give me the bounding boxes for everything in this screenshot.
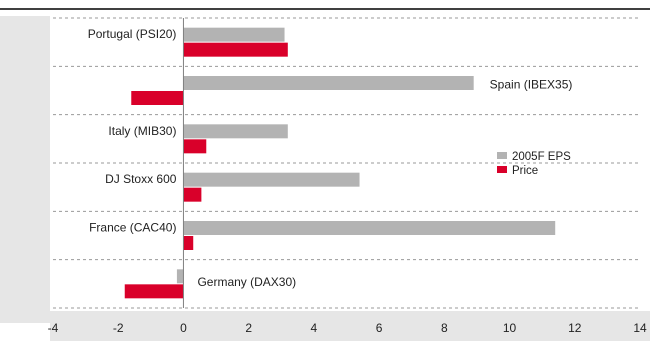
bar-eps-4 <box>183 221 556 235</box>
bar-price-2 <box>183 139 207 154</box>
legend-swatch-price <box>497 166 507 173</box>
category-label-0: Portugal (PSI20) <box>88 27 177 41</box>
x-tick-label: 8 <box>441 321 448 335</box>
x-tick-label: 14 <box>633 321 647 335</box>
bar-eps-5 <box>176 269 184 284</box>
x-tick-label: 4 <box>311 321 318 335</box>
category-labels: Portugal (PSI20) Spain (IBEX35) Italy (MIB… <box>88 27 573 289</box>
bar-price-4 <box>183 236 194 250</box>
left-axis-band <box>0 16 50 323</box>
bar-eps-0 <box>183 27 285 42</box>
x-tick-label: 2 <box>245 321 252 335</box>
category-label-1: Spain (IBEX35) <box>490 78 573 92</box>
bars <box>124 27 556 299</box>
bar-price-3 <box>183 187 202 202</box>
category-label-2: Italy (MIB30) <box>108 124 176 138</box>
x-tick-label: 12 <box>568 321 582 335</box>
legend-label-price: Price <box>512 165 538 177</box>
x-tick-label: 10 <box>503 321 517 335</box>
category-label-3: DJ Stoxx 600 <box>105 172 177 186</box>
legend-label-eps: 2005F EPS <box>512 151 571 163</box>
category-label-5: Germany (DAX30) <box>197 275 296 289</box>
category-label-4: France (CAC40) <box>89 221 176 235</box>
bar-price-1 <box>131 91 184 105</box>
grid <box>53 17 640 309</box>
x-tick-label: -2 <box>113 321 124 335</box>
x-tick-label: -4 <box>48 321 59 335</box>
x-tick-label: 6 <box>376 321 383 335</box>
bar-price-0 <box>183 42 288 57</box>
x-axis-tick-labels: -4 -2 0 2 4 6 8 10 12 14 <box>48 321 647 335</box>
bar-price-5 <box>124 284 184 299</box>
x-tick-label: 0 <box>180 321 187 335</box>
legend: 2005F EPS Price <box>497 151 571 177</box>
bar-eps-3 <box>183 172 360 187</box>
bar-eps-2 <box>183 124 288 139</box>
x-axis-band <box>50 311 650 341</box>
legend-swatch-eps <box>497 152 507 159</box>
bar-eps-1 <box>183 76 474 90</box>
